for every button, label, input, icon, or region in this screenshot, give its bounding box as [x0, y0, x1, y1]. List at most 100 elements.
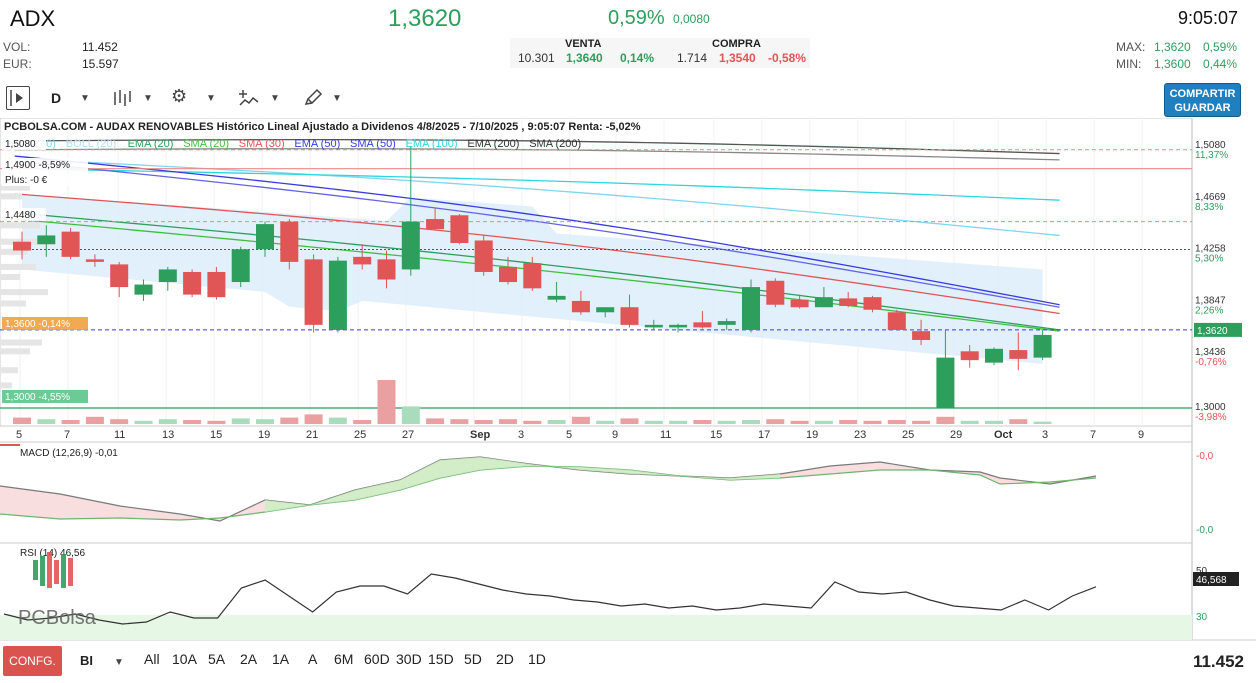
volume-bar	[37, 419, 56, 424]
sell-volume: 10.301	[518, 51, 555, 65]
left-tag-bg	[2, 158, 88, 171]
range-5a[interactable]: 5A	[208, 651, 226, 667]
range-1d[interactable]: 1D	[528, 651, 546, 667]
x-axis-label: 19	[258, 429, 270, 441]
candle-body	[37, 235, 56, 245]
price-axis-percent: 8,33%	[1195, 202, 1223, 213]
x-axis-label: Sep	[470, 429, 490, 441]
volume-bar	[183, 420, 202, 424]
min-percent: 0,44%	[1203, 57, 1238, 71]
legend-item: SMA (50)	[350, 138, 396, 150]
macd-fill-positive	[265, 457, 780, 512]
volume-profile-bar	[0, 222, 40, 229]
legend-item: EMA (200)	[467, 138, 519, 150]
mode-selector[interactable]: BI	[80, 653, 93, 668]
volume-profile-bar	[0, 184, 30, 191]
candle-body	[742, 287, 760, 330]
volume-bar	[61, 420, 80, 424]
rsi-axis-30: 30	[1196, 612, 1208, 623]
range-all[interactable]: All	[144, 651, 160, 667]
buy-price: 1,3540	[719, 51, 756, 65]
volume-value: 11.452	[82, 40, 118, 54]
volume-bar	[839, 420, 858, 424]
volume-profile-bar	[0, 248, 28, 255]
range-1a[interactable]: 1A	[272, 651, 290, 667]
x-axis-label: 23	[854, 429, 866, 441]
rsi-axis-50: 50	[1196, 566, 1208, 577]
candle-body	[304, 259, 323, 325]
candle-body	[134, 284, 153, 295]
chevron-down-icon[interactable]: ▼	[332, 93, 342, 104]
range-6m[interactable]: 6M	[334, 651, 354, 667]
range-60d[interactable]: 60D	[364, 651, 390, 667]
legend-item: BOLL (20)	[66, 138, 116, 150]
range-2a[interactable]: 2A	[240, 651, 258, 667]
price-axis-percent: -3,98%	[1195, 412, 1227, 423]
legend-item: SMA (200)	[529, 138, 581, 150]
volume-bar	[863, 420, 882, 424]
range-a[interactable]: A	[308, 651, 318, 667]
chevron-down-icon[interactable]: ▼	[114, 657, 124, 668]
volume-bar	[377, 380, 396, 424]
x-axis-label: 15	[710, 429, 722, 441]
macd-label: MACD (12,26,9) -0,01	[20, 448, 118, 459]
price-axis-label: 1,3436	[1195, 347, 1226, 358]
x-axis-label: 11	[660, 429, 671, 441]
eur-label: EUR:	[3, 57, 32, 71]
drawing-tools-button[interactable]	[302, 88, 324, 113]
candle-body	[717, 321, 736, 325]
x-axis-label: 3	[1042, 429, 1048, 441]
chevron-down-icon[interactable]: ▼	[80, 93, 90, 104]
x-axis-label: 13	[162, 429, 174, 441]
x-axis-label: 25	[354, 429, 366, 441]
range-2d[interactable]: 2D	[496, 651, 514, 667]
price-chart[interactable]: SMA (100)BOLL (20)EMA (20)SMA (20)SMA (3…	[0, 118, 1256, 646]
chevron-down-icon[interactable]: ▼	[206, 93, 216, 104]
volume-bar	[814, 420, 833, 424]
session-volume: 11.452	[1192, 652, 1244, 671]
interval-selector[interactable]: D	[51, 90, 62, 106]
candle-body	[499, 266, 517, 283]
volume-bar	[304, 414, 323, 424]
chevron-down-icon[interactable]: ▼	[270, 93, 280, 104]
range-10a[interactable]: 10A	[172, 651, 197, 667]
candle-body	[13, 241, 31, 251]
panel-toggle-button[interactable]	[6, 86, 30, 110]
candle-body	[547, 295, 566, 300]
min-label: MIN:	[1116, 57, 1142, 71]
candle-body	[912, 331, 931, 340]
sell-label: VENTA	[565, 38, 602, 50]
x-axis-label: 19	[806, 429, 818, 441]
volume-bar	[644, 420, 663, 424]
x-axis-label: 5	[566, 429, 572, 441]
volume-bar	[523, 420, 542, 424]
range-5d[interactable]: 5D	[464, 651, 482, 667]
volume-bar	[328, 417, 347, 424]
indicators-button[interactable]	[238, 88, 260, 113]
buy-volume: 1.714	[677, 51, 708, 65]
candle-body	[256, 224, 274, 250]
candle-body	[231, 249, 250, 283]
range-15d[interactable]: 15D	[428, 651, 454, 667]
candle-body	[669, 324, 688, 328]
candle-body	[61, 231, 80, 257]
gear-icon[interactable]: ⚙	[171, 86, 188, 106]
volume-bar	[499, 419, 517, 424]
chart-type-button[interactable]	[112, 88, 134, 113]
left-tag-bg	[2, 317, 88, 330]
share-save-button[interactable]: COMPARTIR GUARDAR	[1164, 83, 1241, 117]
pcbolsa-logo: PCBolsa	[18, 552, 97, 629]
x-axis-label: 3	[518, 429, 524, 441]
chevron-down-icon[interactable]: ▼	[143, 93, 153, 104]
range-30d[interactable]: 30D	[396, 651, 422, 667]
candle-body	[985, 348, 1003, 363]
volume-profile-bar	[0, 274, 20, 280]
macd-axis-top: -0,0	[1196, 451, 1214, 462]
candle-body	[523, 263, 542, 289]
x-axis-label: 15	[210, 429, 222, 441]
candle-body	[353, 256, 372, 265]
config-button[interactable]: CONFG.	[3, 646, 62, 676]
left-tag: Plus: -0 €	[5, 175, 48, 186]
logo-bar	[47, 552, 52, 588]
